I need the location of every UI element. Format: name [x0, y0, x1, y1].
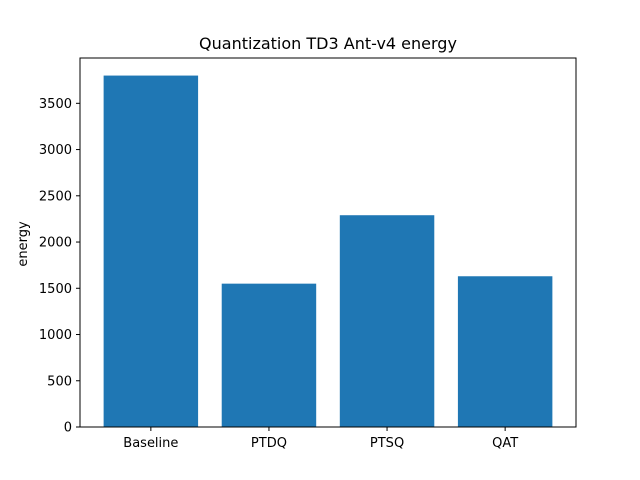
x-axis: Baseline PTDQ PTSQ QAT [123, 427, 518, 451]
x-tick-label: PTSQ [370, 436, 404, 451]
y-tick-label: 3500 [39, 97, 72, 112]
y-tick-label: 500 [47, 374, 72, 389]
y-tick-label: 1000 [39, 328, 72, 343]
bar-baseline [103, 75, 199, 428]
bars-layer [103, 75, 553, 428]
bar-ptsq [339, 215, 435, 427]
x-tick-label: QAT [492, 436, 518, 451]
chart-title: Quantization TD3 Ant-v4 energy [199, 34, 457, 53]
y-axis-label: energy [16, 221, 31, 267]
x-tick-label: Baseline [123, 436, 178, 451]
y-tick-label: 2500 [39, 189, 72, 204]
plot-frame [79, 57, 577, 428]
bar-ptdq [221, 283, 317, 427]
y-tick-label: 2000 [39, 236, 72, 251]
y-tick-label: 0 [64, 421, 72, 436]
y-tick-label: 3000 [39, 143, 72, 158]
bar-qat [457, 276, 553, 427]
x-tick-label: PTDQ [251, 436, 287, 451]
y-axis: 0 500 1000 1500 2000 2500 3000 3500 [39, 97, 80, 436]
y-tick-label: 1500 [39, 282, 72, 297]
